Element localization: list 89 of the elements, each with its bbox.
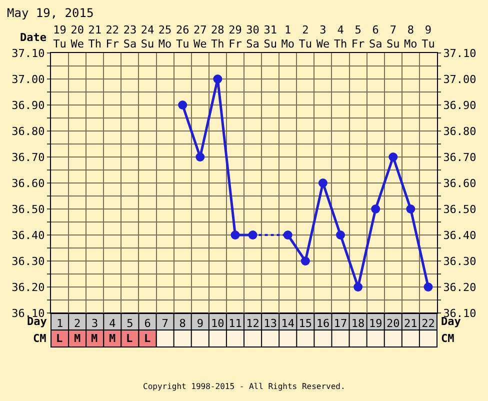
x2-tick-label: 12 [246, 317, 260, 330]
chart-title: May 19, 2015 [7, 6, 94, 20]
x2-tick-label: 16 [316, 317, 330, 330]
y-tick-label: 36.90 [12, 98, 45, 112]
x2-tick-label: 8 [179, 317, 186, 330]
y-tick-label: 36.50 [12, 202, 45, 216]
point [213, 74, 222, 84]
point [230, 230, 240, 240]
x-tick-label: 29 Fr [228, 23, 242, 51]
y-tick-label: 37.00 [12, 72, 45, 86]
x2-tick-label: 21 [404, 317, 418, 330]
y2-tick-label: 36.20 [443, 280, 476, 294]
x-tick-label: 25 Mo [158, 23, 172, 51]
x2-tick-label: 14 [281, 317, 295, 330]
point [318, 178, 328, 188]
x2-tick-label: 4 [109, 317, 116, 330]
text: CM [33, 332, 46, 345]
y2-tick-label: 36.40 [443, 228, 476, 242]
x-tick-label: 24 Su [140, 23, 154, 51]
x2-tick-label: 7 [162, 317, 168, 330]
y-tick-label: 37.10 [12, 46, 45, 60]
x-tick-label: 9 Tu [422, 23, 435, 51]
point [354, 282, 363, 292]
y-tick-label: 36.40 [12, 228, 45, 242]
x2-tick-label: 1 [56, 317, 64, 330]
x2-tick-label: 17 [334, 317, 348, 330]
y-tick-label: 36.80 [12, 124, 45, 138]
x2-tick-label: 2 [74, 317, 81, 330]
y2-tick-label: 36.80 [443, 124, 476, 138]
y2-tick-label: 36.60 [443, 176, 476, 190]
x2-tick-label: 15 [298, 317, 312, 330]
text: Copyright 1998-2015 - All Rights Reserved. [143, 382, 346, 391]
y2-tick-label: 37.10 [443, 46, 476, 60]
text: L [126, 332, 133, 345]
x2-tick-label: 11 [228, 317, 242, 330]
x-tick-label: 3 We [316, 23, 330, 51]
x2-tick-label: 13 [264, 317, 277, 330]
point [424, 282, 433, 292]
x2-tick-label: 10 [211, 317, 224, 330]
x2-tick-label: 22 [422, 317, 435, 330]
x-tick-label: 28 Th [211, 23, 224, 51]
x-tick-label: 19 Tu [53, 23, 66, 51]
y-tick-label: 36.30 [12, 254, 45, 268]
x-tick-label: 22 Fr [106, 23, 120, 51]
y2-tick-label: 37.00 [443, 72, 476, 86]
text: M [109, 332, 116, 345]
x-tick-label: 30 Sa [246, 23, 260, 51]
text: L [56, 332, 63, 345]
text: L [144, 332, 151, 345]
text: M [74, 332, 81, 345]
point [178, 100, 188, 110]
x2-tick-label: 19 [368, 317, 382, 330]
point [406, 204, 416, 214]
point [196, 152, 205, 162]
x2-tick-label: 20 [386, 317, 400, 330]
y2-tick-label: 36.30 [443, 254, 476, 268]
y-tick-label: 36.70 [12, 150, 45, 164]
x-tick-label: 2 Tu [298, 23, 312, 51]
y2-tick-label: 36.50 [443, 202, 476, 216]
x-tick-label: 23 Sa [123, 23, 137, 51]
x-tick-label: 8 Mo [404, 23, 418, 51]
y-tick-label: 36.20 [12, 280, 45, 294]
point [388, 152, 398, 162]
x-tick-label: 20 We [70, 23, 84, 51]
x2-tick-label: 3 [92, 317, 98, 330]
y2-tick-label: 36.90 [443, 98, 476, 112]
x2-tick-label: 5 [126, 317, 134, 330]
x-tick-label: 7 Su [386, 23, 400, 51]
text: M [91, 332, 98, 345]
point [336, 230, 345, 240]
x2-tick-label: 9 [196, 317, 204, 330]
x-tick-label: 4 Th [334, 23, 348, 51]
x2-tick-label: 6 [144, 317, 151, 330]
x-tick-label: 1 Mo [281, 23, 294, 51]
y-tick-label: 36.60 [12, 176, 45, 190]
x-tick-label: 27 We [194, 23, 207, 51]
point [248, 230, 258, 240]
point [371, 204, 380, 214]
text: CM [441, 332, 455, 345]
x-tick-label: 6 Sa [368, 23, 382, 51]
x-tick-label: 21 Th [88, 23, 102, 51]
x-tick-label: 5 Fr [351, 23, 366, 51]
x-tick-label: 31 Su [264, 23, 277, 51]
point [300, 256, 310, 266]
point [283, 230, 292, 240]
x2-tick-label: 18 [351, 317, 365, 330]
y2-tick-label: 36.70 [443, 150, 476, 164]
x-tick-label: 26 Tu [176, 23, 190, 51]
x-axis-title: Date [20, 31, 47, 44]
